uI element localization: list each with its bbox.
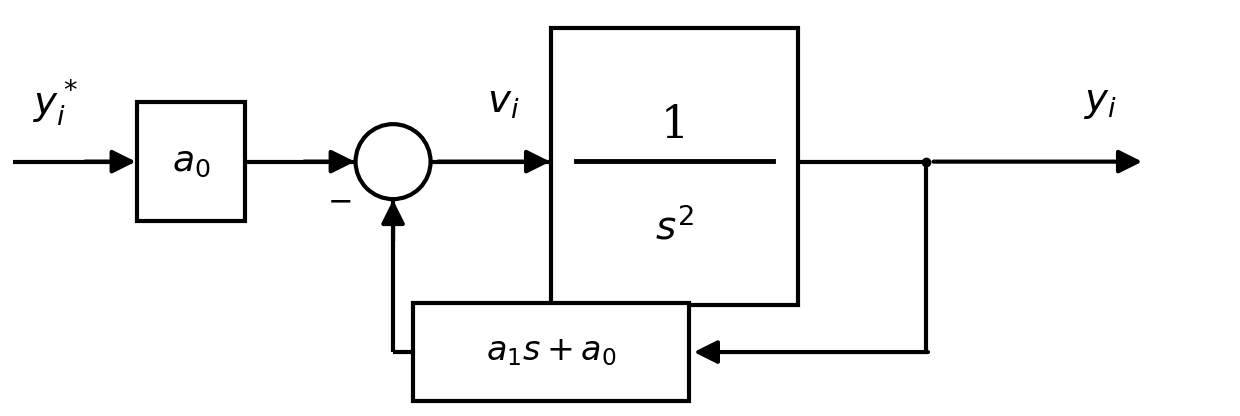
Text: $s^2$: $s^2$	[655, 208, 693, 247]
Text: $y_i$: $y_i$	[1084, 84, 1117, 121]
Circle shape	[356, 124, 430, 199]
Bar	[551, 28, 797, 305]
Text: $-$: $-$	[326, 186, 351, 217]
Text: $a_1s+a_0$: $a_1s+a_0$	[486, 336, 616, 368]
Text: 1: 1	[660, 104, 688, 147]
Bar	[413, 303, 689, 401]
Bar	[136, 102, 246, 221]
Text: $v_i$: $v_i$	[487, 84, 520, 121]
Text: $a_0$: $a_0$	[171, 145, 210, 178]
Text: $y_i^*$: $y_i^*$	[33, 77, 78, 128]
